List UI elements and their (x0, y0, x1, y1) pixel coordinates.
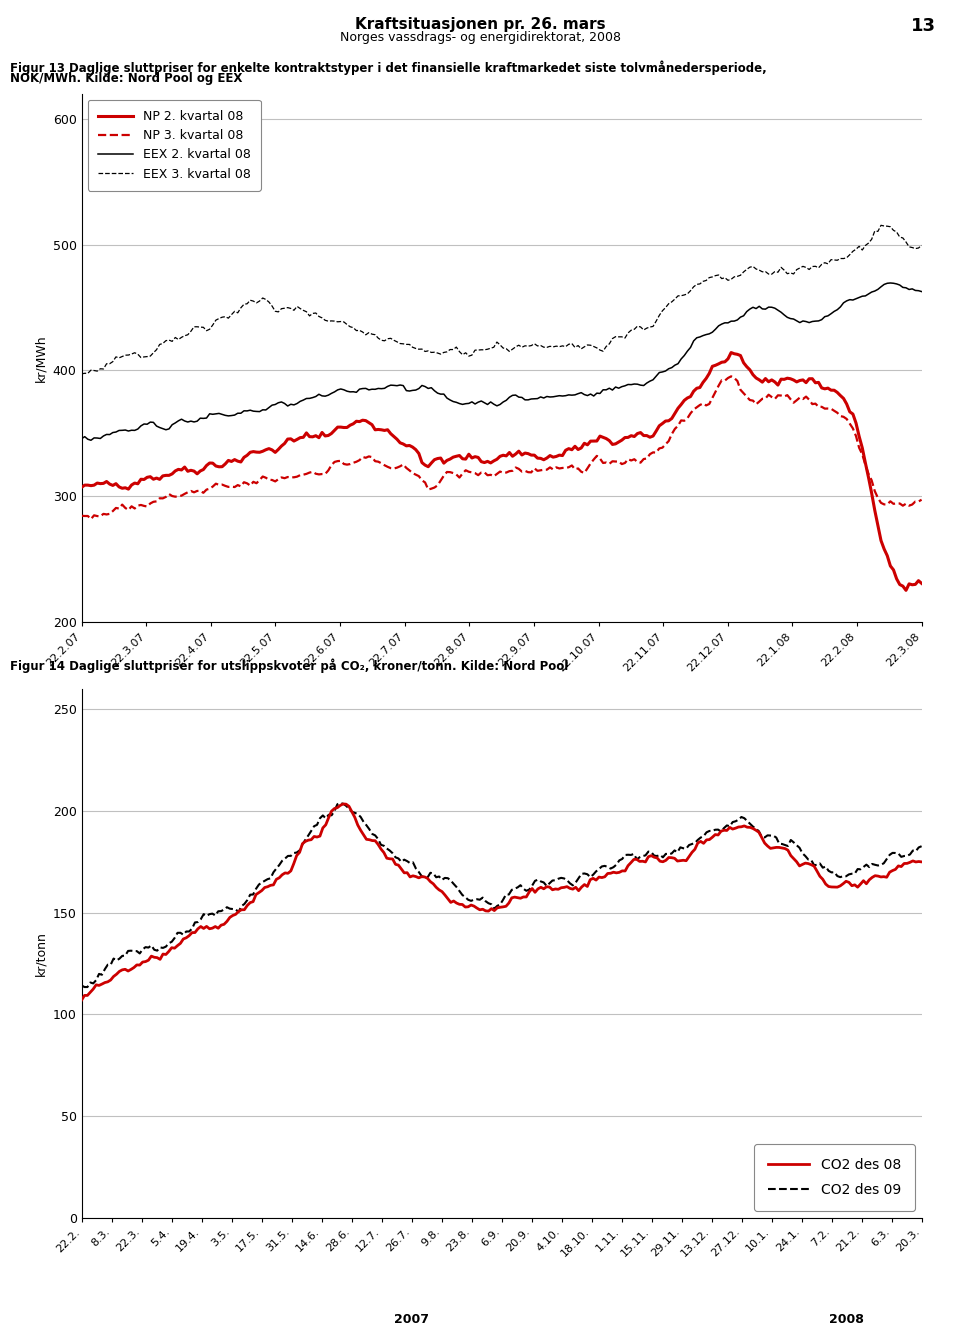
Text: Kraftsituasjonen pr. 26. mars: Kraftsituasjonen pr. 26. mars (354, 16, 606, 32)
Legend: CO2 des 08, CO2 des 09: CO2 des 08, CO2 des 09 (754, 1144, 915, 1211)
Text: 2007: 2007 (395, 1313, 429, 1326)
Text: 2008: 2008 (829, 1313, 864, 1326)
Y-axis label: kr/tonn: kr/tonn (35, 931, 47, 975)
Text: Norges vassdrags- og energidirektorat, 2008: Norges vassdrags- og energidirektorat, 2… (340, 31, 620, 44)
Text: Figur 14 Daglige sluttpriser for utslippskvoter på CO₂, kroner/tonn. Kilde: Nord: Figur 14 Daglige sluttpriser for utslipp… (10, 658, 568, 673)
Legend: NP 2. kvartal 08, NP 3. kvartal 08, EEX 2. kvartal 08, EEX 3. kvartal 08: NP 2. kvartal 08, NP 3. kvartal 08, EEX … (88, 100, 261, 190)
Text: Figur 13 Daglige sluttpriser for enkelte kontraktstyper i det finansielle kraftm: Figur 13 Daglige sluttpriser for enkelte… (10, 60, 766, 75)
Text: 13: 13 (911, 16, 936, 35)
Y-axis label: kr/MWh: kr/MWh (35, 334, 47, 381)
Text: NOK/MWh. Kilde: Nord Pool og EEX: NOK/MWh. Kilde: Nord Pool og EEX (10, 72, 242, 86)
